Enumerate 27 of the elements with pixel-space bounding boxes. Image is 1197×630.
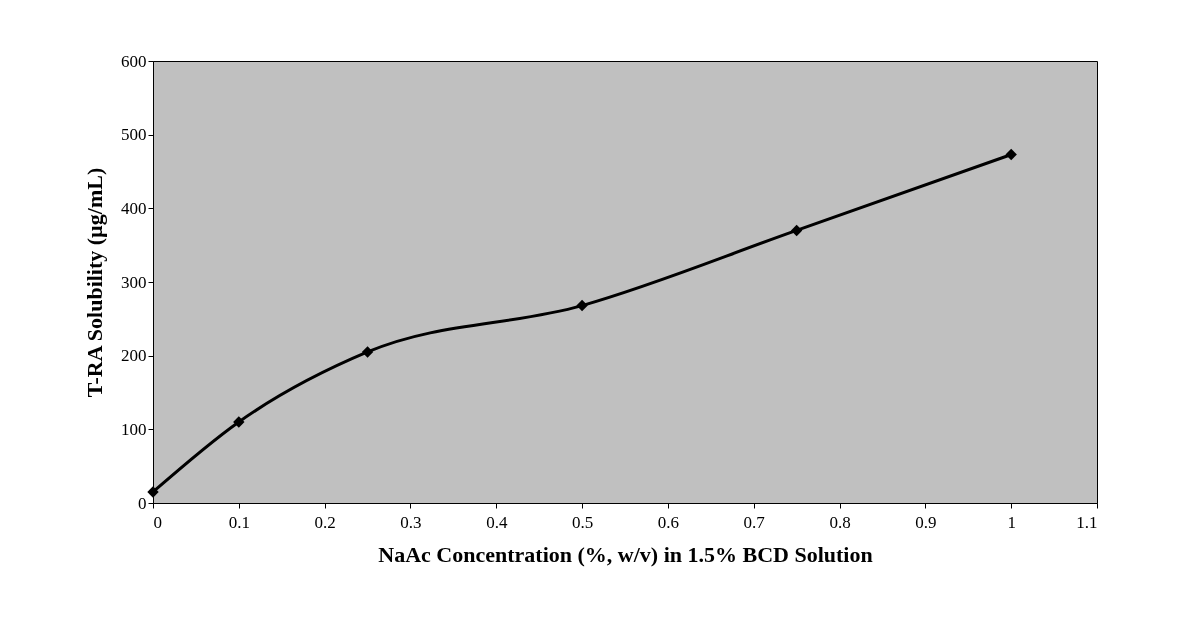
y-tick-label: 0 — [138, 493, 147, 513]
point — [790, 224, 803, 237]
y-tick-label: 200 — [121, 346, 147, 366]
y-tick-label: 100 — [121, 419, 147, 439]
x-tick-label: 0 — [153, 512, 162, 532]
x-tick-label: 0.1 — [228, 512, 250, 532]
x-tick-label: 0.4 — [486, 512, 508, 532]
point — [1005, 148, 1017, 161]
x-tick-label: 1 — [1007, 512, 1016, 532]
y-tick-label: 400 — [121, 198, 147, 218]
x-tick-label: 1.1 — [1076, 512, 1098, 532]
x-tick-label: 0.6 — [657, 512, 680, 532]
x-tick-label: 0.2 — [314, 512, 336, 532]
y-tick-label: 600 — [121, 51, 147, 71]
point — [576, 299, 588, 312]
point — [361, 346, 374, 358]
point — [147, 486, 159, 498]
x-tick-label: 0.7 — [743, 512, 766, 532]
x-tick-label: 0.5 — [571, 512, 594, 532]
x-tick-label: 0.9 — [915, 512, 937, 532]
y-tick-label: 300 — [121, 272, 147, 292]
y-tick-label: 500 — [121, 125, 147, 145]
x-tick-label: 0.8 — [829, 512, 851, 532]
x-axis-title: NaAc Concentration (%, w/v) in 1.5% BCD Solution — [378, 541, 873, 567]
y-axis-title: T-RA Solubility (µg/mL) — [82, 167, 107, 398]
point — [233, 416, 245, 428]
x-tick-label: 0.3 — [400, 512, 422, 532]
